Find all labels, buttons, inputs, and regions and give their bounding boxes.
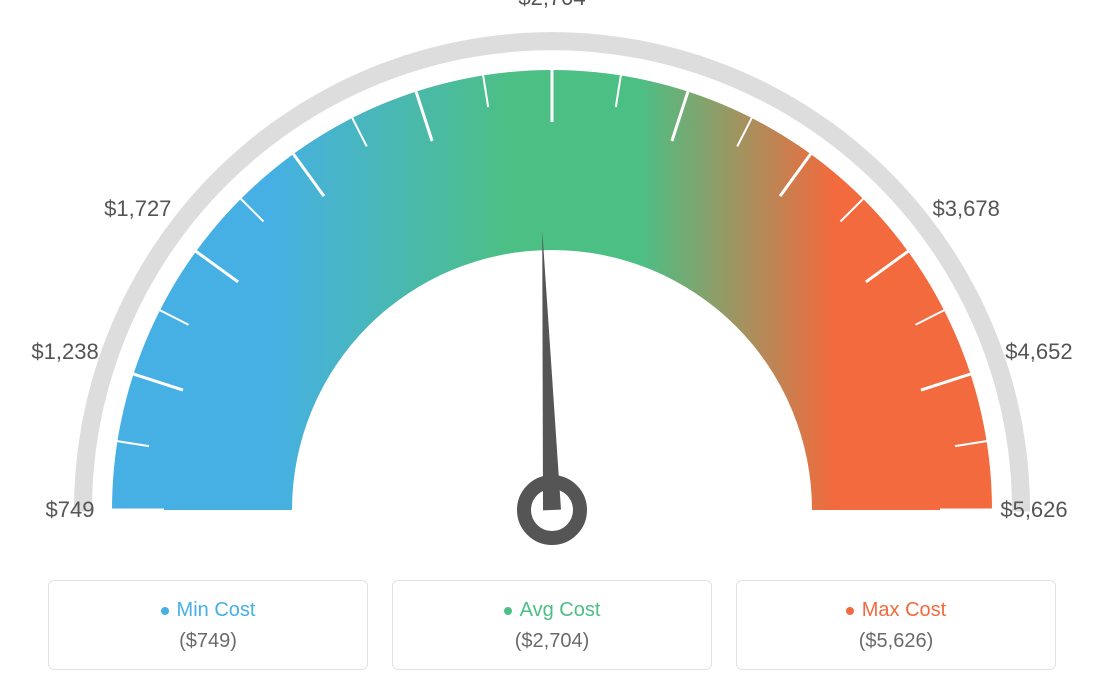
legend-card-min: Min Cost ($749) (48, 580, 368, 670)
gauge-scale-label: $2,704 (518, 0, 585, 11)
legend-title-max: Max Cost (846, 599, 946, 622)
legend-title-min: Min Cost (161, 599, 256, 622)
dot-max (846, 607, 854, 615)
legend-title-min-text: Min Cost (177, 599, 256, 622)
legend-value-avg: ($2,704) (403, 630, 701, 653)
gauge-scale-label: $1,727 (104, 196, 171, 222)
gauge-scale-label: $1,238 (31, 339, 98, 365)
dot-avg (504, 607, 512, 615)
dot-min (161, 607, 169, 615)
gauge-svg (0, 0, 1104, 570)
gauge-scale-label: $749 (46, 497, 95, 523)
legend-card-avg: Avg Cost ($2,704) (392, 580, 712, 670)
gauge-scale-label: $3,678 (933, 196, 1000, 222)
gauge-needle (542, 230, 561, 510)
gauge-scale-label: $4,652 (1005, 339, 1072, 365)
legend-value-max: ($5,626) (747, 630, 1045, 653)
gauge-chart: $749 $1,238 $1,727 $2,704 $3,678 $4,652 $5,626 (0, 0, 1104, 560)
legend-value-min: ($749) (59, 630, 357, 653)
legend-row: Min Cost ($749) Avg Cost ($2,704) Max Co… (0, 580, 1104, 670)
legend-card-max: Max Cost ($5,626) (736, 580, 1056, 670)
legend-title-max-text: Max Cost (862, 599, 946, 622)
gauge-scale-label: $5,626 (1000, 497, 1067, 523)
legend-title-avg: Avg Cost (504, 599, 601, 622)
legend-title-avg-text: Avg Cost (520, 599, 601, 622)
